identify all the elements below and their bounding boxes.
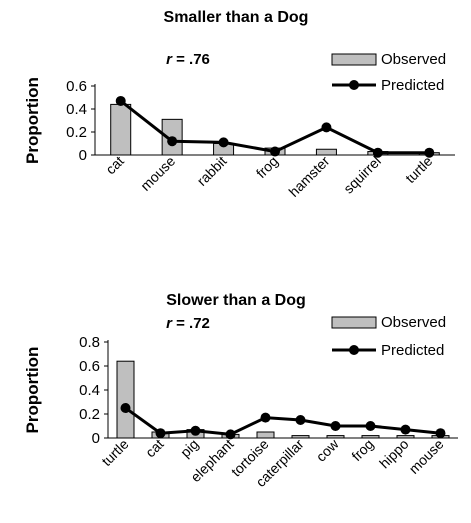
- predicted-point: [225, 429, 236, 440]
- chart-panel-2: Slower than a Dog Proportion 0 0.2 0.4 0.6 0.8…: [23, 292, 458, 490]
- predicted-point: [167, 136, 178, 147]
- y-tick-label: 0.2: [79, 406, 100, 423]
- predicted-point: [435, 428, 446, 439]
- x-tick-label: pig: [177, 436, 202, 461]
- correlation-label: r = .76: [166, 51, 210, 68]
- y-tick-label: 0: [79, 147, 87, 164]
- chart-panel-1: Smaller than a Dog Proportion 0 0.2 0.4 0.6 ca…: [23, 9, 455, 200]
- y-tick-label: 0.4: [79, 382, 100, 399]
- legend: Observed Predicted: [331, 51, 446, 94]
- correlation-value: = .76: [172, 51, 210, 68]
- x-tick-label: frog: [348, 436, 376, 464]
- bar-observed: [326, 435, 345, 439]
- predicted-point: [424, 147, 435, 158]
- predicted-point: [115, 95, 126, 106]
- y-tick-label: 0.8: [79, 334, 100, 351]
- y-tick-label: 0: [92, 430, 100, 447]
- legend-observed-label: Observed: [381, 314, 446, 331]
- predicted-point: [400, 424, 411, 435]
- x-tick-label: cat: [102, 153, 127, 178]
- chart-title: Slower than a Dog: [166, 292, 306, 309]
- y-axis-label: Proportion: [23, 77, 42, 164]
- predicted-point: [372, 147, 383, 158]
- x-tick-label: turtle: [402, 153, 435, 186]
- predicted-point: [218, 137, 229, 148]
- legend-observed-swatch: [331, 316, 377, 329]
- correlation-value: = .72: [172, 315, 210, 332]
- x-tick-label: turtle: [98, 436, 131, 469]
- bar-observed: [396, 435, 415, 439]
- y-tick-label: 0.6: [79, 358, 100, 375]
- correlation-symbol: r: [166, 315, 173, 332]
- y-tick-label: 0.2: [66, 124, 87, 141]
- legend-predicted-label: Predicted: [381, 77, 444, 94]
- x-tick-label: mouse: [406, 436, 447, 477]
- y-axis-label: Proportion: [23, 347, 42, 434]
- bar-observed: [315, 148, 337, 156]
- predicted-point: [321, 122, 332, 133]
- x-tick-label: frog: [253, 153, 281, 181]
- y-tick-label: 0.4: [66, 101, 87, 118]
- predicted-point: [295, 415, 306, 425]
- bar-observed: [116, 360, 135, 439]
- bar-observed: [110, 103, 132, 156]
- legend-predicted-marker: [349, 345, 359, 355]
- predicted-point: [365, 421, 376, 431]
- legend-predicted-marker: [349, 80, 359, 90]
- chart-title: Smaller than a Dog: [164, 9, 309, 26]
- predicted-point: [155, 428, 166, 439]
- legend: Observed Predicted: [331, 314, 446, 359]
- legend-observed-swatch: [331, 53, 377, 66]
- y-tick-label: 0.6: [66, 78, 87, 95]
- x-tick-label: mouse: [137, 153, 178, 194]
- predicted-point: [270, 146, 280, 157]
- correlation-symbol: r: [166, 51, 173, 68]
- x-tick-label: cat: [142, 436, 167, 461]
- bar-observed: [256, 431, 275, 439]
- predicted-point: [260, 412, 271, 423]
- predicted-point: [330, 421, 341, 431]
- x-tick-label: hamster: [285, 153, 332, 200]
- x-tick-label: squirrel: [340, 153, 384, 197]
- predicted-point: [190, 425, 201, 436]
- legend-observed-label: Observed: [381, 51, 446, 68]
- legend-predicted-label: Predicted: [381, 342, 444, 359]
- predicted-point: [120, 403, 131, 413]
- correlation-label: r = .72: [166, 315, 210, 332]
- predicted-line: [124, 406, 441, 436]
- x-tick-label: cow: [313, 435, 343, 465]
- bar-observed: [291, 435, 310, 439]
- bar-observed: [361, 435, 380, 439]
- x-tick-label: rabbit: [194, 153, 230, 189]
